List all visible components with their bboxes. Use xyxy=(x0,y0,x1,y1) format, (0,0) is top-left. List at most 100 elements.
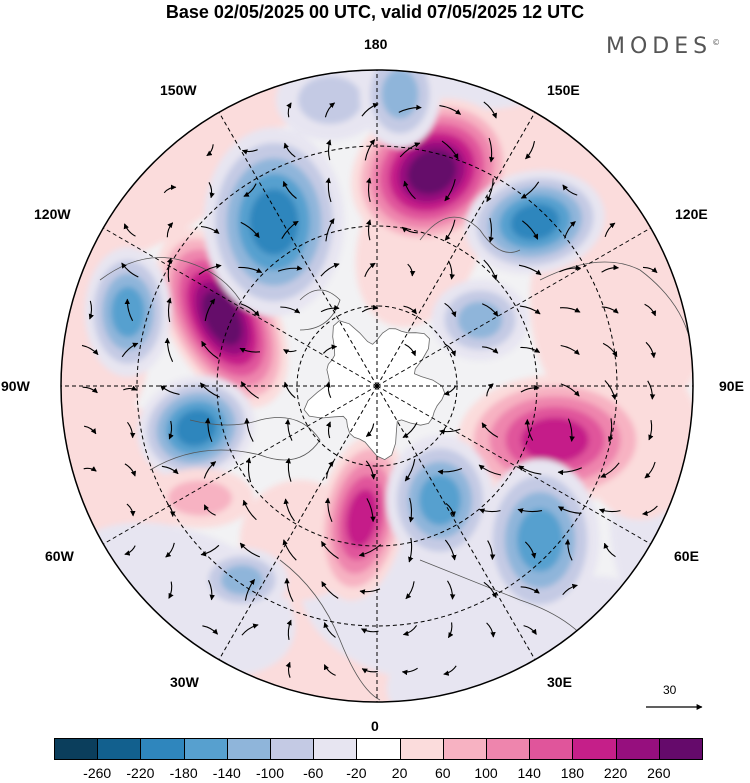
wind-vector xyxy=(401,667,418,676)
wind-vector xyxy=(559,264,582,273)
wind-vector xyxy=(399,142,421,158)
meridian-line xyxy=(376,227,651,387)
wind-vector xyxy=(604,222,616,238)
wind-vector xyxy=(321,581,339,599)
longitude-label-150w: 150W xyxy=(160,82,197,98)
colorbar-tick-label: -60 xyxy=(303,765,324,781)
wind-vector xyxy=(564,539,573,561)
wind-vector xyxy=(168,581,174,599)
wind-vector xyxy=(284,418,293,441)
anomaly-contour xyxy=(510,203,560,241)
wind-vector xyxy=(520,384,540,393)
wind-vector xyxy=(486,178,494,203)
wind-vector xyxy=(518,465,542,475)
wind-vector xyxy=(439,105,462,115)
wind-vector xyxy=(283,381,296,399)
wind-vector xyxy=(323,664,336,676)
wind-vector xyxy=(361,103,379,117)
wind-vector xyxy=(164,337,174,362)
wind-vectors xyxy=(81,101,658,678)
wind-vector xyxy=(520,181,540,199)
wind-vector xyxy=(359,588,381,595)
wind-vector xyxy=(124,545,136,556)
colorbar-tick-label: 140 xyxy=(517,765,541,781)
wind-vector xyxy=(204,417,213,443)
longitude-label-90w: 90W xyxy=(1,378,30,394)
wind-vector xyxy=(645,341,657,359)
meridian-line xyxy=(103,385,378,545)
colorbar-tick-label: 260 xyxy=(647,765,671,781)
wind-vector xyxy=(558,506,582,514)
wind-vector xyxy=(445,502,456,518)
wind-vector xyxy=(562,583,578,596)
wind-vector xyxy=(325,218,335,242)
wind-vector xyxy=(518,264,542,276)
meridian-line xyxy=(218,112,378,387)
wind-vector xyxy=(404,458,416,482)
wind-vector xyxy=(404,343,417,357)
longitude-label-60e: 60E xyxy=(674,548,699,564)
wind-vector xyxy=(488,217,494,243)
colorbar-cell xyxy=(442,738,487,760)
wind-vector xyxy=(160,385,180,395)
wind-vector xyxy=(481,422,499,438)
wind-vector xyxy=(441,140,459,160)
colorbar-cell xyxy=(313,738,358,760)
wind-vector xyxy=(398,104,422,113)
wind-vector xyxy=(444,343,456,357)
colorbar-cell xyxy=(140,738,185,760)
wind-vector xyxy=(358,544,382,558)
wind-vector xyxy=(478,508,501,514)
wind-vector xyxy=(324,102,336,118)
wind-vector xyxy=(444,302,457,318)
wind-vector xyxy=(244,578,256,601)
wind-vector xyxy=(361,668,378,674)
wind-vector xyxy=(644,303,657,317)
wind-vector xyxy=(240,303,260,317)
wind-vector xyxy=(520,346,541,353)
wind-vector xyxy=(82,386,98,394)
coastline-segment xyxy=(419,216,521,253)
wind-vector xyxy=(281,220,299,239)
wind-vector xyxy=(166,503,176,517)
wind-vector xyxy=(365,177,372,203)
wind-vector xyxy=(560,383,580,397)
wind-vector xyxy=(443,385,457,396)
wind-vector xyxy=(366,498,376,523)
colorbar-cell xyxy=(658,738,703,760)
wind-vector xyxy=(447,622,454,639)
wind-vector xyxy=(285,661,291,678)
wind-vector xyxy=(168,420,174,440)
wind-vector xyxy=(163,184,177,194)
wind-vector xyxy=(642,505,658,516)
wind-vector xyxy=(364,262,376,277)
wind-vector xyxy=(124,463,137,477)
longitude-label-120w: 120W xyxy=(34,206,71,222)
wind-vector xyxy=(403,305,417,315)
brand-mark: © xyxy=(712,38,721,47)
wind-vector xyxy=(525,141,536,160)
wind-vector xyxy=(121,342,139,358)
wind-vector xyxy=(564,221,576,239)
wind-vector xyxy=(405,581,415,600)
wind-vector xyxy=(648,419,654,441)
longitude-label-90e: 90E xyxy=(719,378,744,394)
colorbar-cell xyxy=(226,738,271,760)
wind-vector xyxy=(483,101,497,119)
anomaly-contour xyxy=(111,286,145,338)
wind-vector xyxy=(601,264,619,273)
wind-vector xyxy=(166,257,173,282)
wind-vector xyxy=(126,503,136,517)
wind-vector xyxy=(200,544,220,557)
wind-vector xyxy=(166,222,174,238)
coastline-segment xyxy=(539,261,691,341)
wind-vector xyxy=(487,540,496,560)
colorbar-tick-label: -100 xyxy=(255,765,285,781)
colorbar-cell xyxy=(97,738,142,760)
wind-vector xyxy=(482,346,499,354)
wind-vector xyxy=(326,139,332,161)
meridian-line xyxy=(376,385,651,545)
wind-vector xyxy=(200,225,220,234)
wind-vector xyxy=(447,580,456,600)
